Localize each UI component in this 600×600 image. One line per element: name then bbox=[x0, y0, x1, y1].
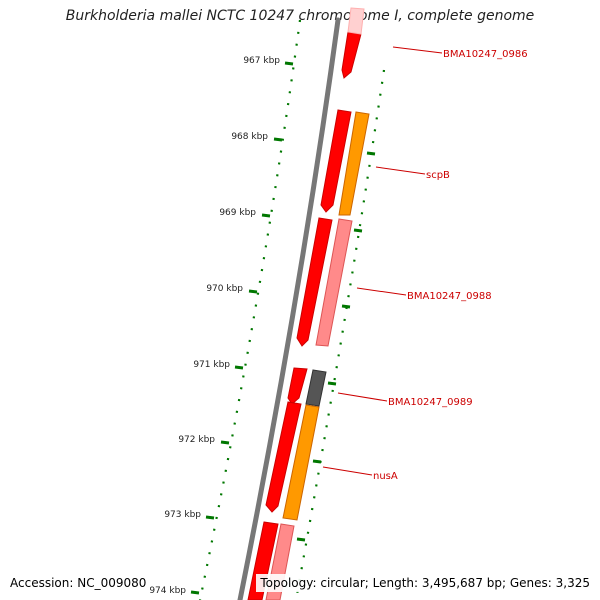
leader-line bbox=[337, 392, 388, 402]
tick-mark bbox=[341, 304, 351, 309]
cds-feature[interactable] bbox=[347, 7, 365, 35]
genome-summary: Topology: circular; Length: 3,495,687 bp… bbox=[256, 574, 594, 592]
rna-feature[interactable] bbox=[282, 404, 320, 521]
tick-label: 969 kbp bbox=[219, 208, 256, 218]
tick-mark bbox=[205, 515, 215, 520]
tick-mark bbox=[220, 440, 230, 445]
tick-mark bbox=[312, 459, 322, 464]
label-leaders bbox=[322, 46, 443, 476]
map-title: Burkholderia mallei NCTC 10247 chromosom… bbox=[65, 8, 535, 24]
tick-mark bbox=[248, 289, 258, 294]
tick-label: 970 kbp bbox=[206, 284, 243, 294]
accession-text: Accession: NC_009080 bbox=[6, 574, 151, 592]
tick-mark bbox=[273, 137, 283, 142]
gene-feature[interactable] bbox=[341, 31, 362, 79]
tick-mark bbox=[366, 151, 376, 156]
tick-label: 972 kbp bbox=[178, 435, 215, 445]
gene-feature[interactable] bbox=[247, 521, 279, 600]
leader-line bbox=[392, 46, 443, 54]
leader-line bbox=[375, 166, 426, 175]
tick-mark bbox=[327, 381, 337, 386]
gene-labels: BMA10247_0986 scpB BMA10247_0988 BMA1024… bbox=[373, 49, 528, 482]
gene-label[interactable]: BMA10247_0986 bbox=[443, 49, 528, 60]
gene-label[interactable]: scpB bbox=[426, 170, 450, 181]
gene-feature[interactable] bbox=[287, 367, 308, 405]
tick-mark bbox=[261, 213, 271, 218]
tick-mark bbox=[190, 590, 200, 595]
tick-label: 971 kbp bbox=[193, 360, 230, 370]
tick-label: 968 kbp bbox=[231, 132, 268, 142]
gene-feature[interactable] bbox=[265, 401, 302, 513]
gene-label[interactable]: BMA10247_0988 bbox=[407, 291, 492, 302]
scale-ticks bbox=[190, 61, 376, 595]
inner-gene-track bbox=[247, 31, 362, 600]
tick-mark bbox=[284, 61, 294, 66]
tick-labels: 967 kbp 968 kbp 969 kbp 970 kbp 971 kbp … bbox=[149, 56, 280, 596]
tick-label: 974 kbp bbox=[149, 586, 186, 596]
gene-feature[interactable] bbox=[320, 109, 352, 213]
hypothetical-feature[interactable] bbox=[305, 369, 327, 407]
scale-dotted-line bbox=[198, 19, 302, 600]
outer-feature-track bbox=[265, 7, 370, 600]
rna-feature[interactable] bbox=[338, 111, 370, 216]
tick-mark bbox=[296, 537, 306, 542]
leader-line bbox=[322, 466, 373, 476]
gene-feature[interactable] bbox=[296, 217, 333, 347]
tick-mark bbox=[353, 228, 363, 233]
tick-label: 973 kbp bbox=[164, 510, 201, 520]
tick-mark bbox=[234, 365, 244, 370]
chromosome-backbone bbox=[237, 17, 341, 600]
cds-feature[interactable] bbox=[315, 218, 353, 347]
tick-label: 967 kbp bbox=[243, 56, 280, 66]
gene-label[interactable]: BMA10247_0989 bbox=[388, 397, 473, 408]
leader-line bbox=[356, 287, 407, 296]
gene-label[interactable]: nusA bbox=[373, 471, 398, 482]
